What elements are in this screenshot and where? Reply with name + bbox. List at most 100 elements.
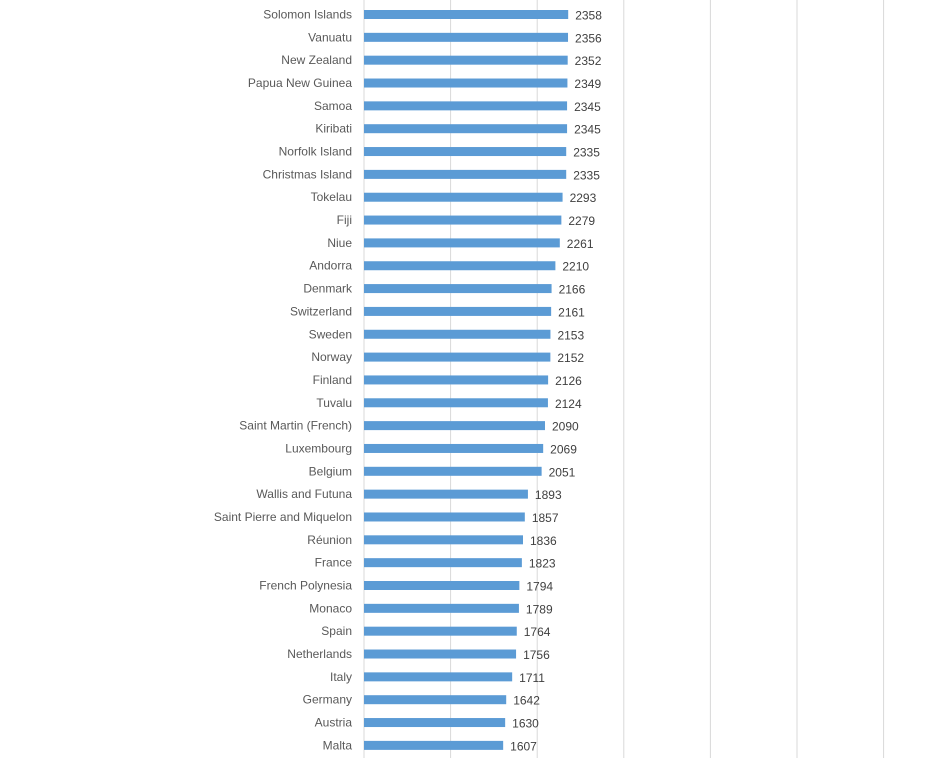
- category-label: Tuvalu: [316, 396, 352, 410]
- bar: [364, 718, 506, 728]
- data-label: 2349: [574, 77, 601, 91]
- bar: [364, 284, 552, 294]
- category-label: Saint Martin (French): [239, 419, 352, 433]
- data-label: 1630: [512, 717, 539, 731]
- bar: [364, 147, 567, 157]
- bar: [364, 581, 520, 590]
- category-label: Vanuatu: [308, 30, 352, 44]
- category-label: Finland: [313, 373, 352, 387]
- bar: [364, 32, 569, 42]
- bar: [364, 626, 517, 636]
- category-label: Luxembourg: [285, 441, 352, 455]
- data-label: 2152: [557, 351, 584, 365]
- data-label: 2335: [573, 168, 600, 182]
- bars: [364, 10, 569, 750]
- data-labels: 2358 2356 2352 2349 2345 2345 2335 2335 2293 2279…: [510, 9, 602, 754]
- category-label: Kiribati: [315, 122, 352, 136]
- data-label: 1789: [526, 602, 553, 616]
- data-label: 1764: [524, 625, 551, 639]
- data-label: 1607: [510, 739, 537, 753]
- bar: [364, 695, 507, 705]
- bar: [364, 466, 542, 476]
- data-label: 2051: [549, 465, 576, 479]
- data-label: 2069: [550, 442, 577, 456]
- bar: [364, 261, 556, 271]
- data-label: 2279: [568, 214, 595, 228]
- bar: [364, 169, 567, 179]
- category-label: Italy: [330, 670, 352, 684]
- category-label: Andorra: [309, 259, 352, 273]
- data-label: 2161: [558, 305, 585, 319]
- bar: [364, 672, 513, 682]
- bar: [364, 238, 560, 248]
- category-label: France: [315, 556, 353, 570]
- bar: [364, 603, 519, 613]
- bar: [364, 215, 562, 225]
- data-label: 2335: [573, 146, 600, 160]
- category-label: New Zealand: [281, 53, 352, 67]
- data-label: 2345: [574, 123, 601, 137]
- category-label: Niue: [327, 236, 352, 250]
- category-label: Sweden: [309, 327, 352, 341]
- data-label: 2124: [555, 397, 582, 411]
- bar: [364, 78, 568, 88]
- data-label: 1642: [513, 694, 540, 708]
- bar: [364, 10, 569, 19]
- data-label: 2293: [570, 191, 597, 205]
- category-label: Spain: [321, 624, 352, 638]
- category-label: Belgium: [309, 464, 352, 478]
- data-label: 1794: [526, 580, 553, 594]
- category-label: Switzerland: [290, 304, 352, 318]
- data-label: 2356: [575, 31, 602, 45]
- bar: [364, 421, 545, 431]
- bar: [364, 375, 549, 385]
- data-label: 1823: [529, 557, 556, 571]
- category-label: Réunion: [307, 533, 352, 547]
- bar: [364, 398, 548, 408]
- bar: [364, 443, 544, 453]
- category-label: Germany: [303, 693, 352, 707]
- bar: [364, 101, 568, 111]
- category-label: French Polynesia: [259, 579, 352, 593]
- category-label: Netherlands: [287, 647, 352, 661]
- data-label: 1893: [535, 488, 562, 502]
- data-label: 2261: [567, 237, 594, 251]
- category-label: Monaco: [309, 601, 352, 615]
- bar: [364, 352, 551, 362]
- bar: [364, 306, 552, 316]
- bar: [364, 329, 551, 339]
- category-label: Samoa: [314, 99, 352, 113]
- category-label: Denmark: [303, 282, 353, 296]
- bar: [364, 124, 568, 134]
- data-label: 1857: [532, 511, 559, 525]
- category-label: Malta: [323, 738, 353, 752]
- category-label: Tokelau: [311, 190, 352, 204]
- data-label: 1836: [530, 534, 557, 548]
- data-label: 2126: [555, 374, 582, 388]
- category-label: Papua New Guinea: [248, 76, 352, 90]
- data-label: 2345: [574, 100, 601, 114]
- category-label: Solomon Islands: [263, 8, 352, 22]
- bar: [364, 489, 528, 499]
- category-label: Fiji: [337, 213, 352, 227]
- data-label: 2166: [559, 283, 586, 297]
- data-label: 2153: [557, 328, 584, 342]
- data-label: 1756: [523, 648, 550, 662]
- data-label: 2210: [562, 260, 589, 274]
- category-label: Christmas Island: [263, 167, 352, 181]
- category-label: Norway: [311, 350, 352, 364]
- category-labels: Solomon Islands Vanuatu New Zealand Papua N…: [214, 8, 353, 753]
- category-label: Saint Pierre and Miquelon: [214, 510, 352, 524]
- bar: [364, 535, 523, 545]
- bar: [364, 192, 563, 202]
- bar: [364, 55, 568, 65]
- category-label: Austria: [315, 716, 353, 730]
- category-label: Wallis and Futuna: [256, 487, 352, 501]
- data-label: 1711: [519, 671, 545, 685]
- data-label: 2090: [552, 420, 579, 434]
- data-label: 2358: [575, 9, 602, 23]
- bar: [364, 512, 525, 522]
- bar: [364, 740, 504, 750]
- bar: [364, 649, 517, 659]
